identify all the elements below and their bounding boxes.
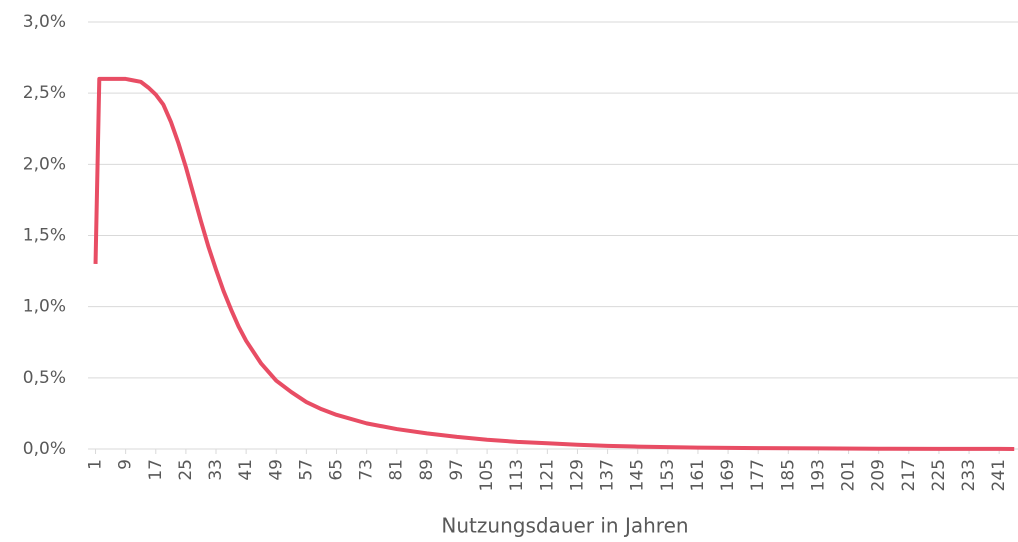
x-tick-label: 113 [507,459,527,491]
x-tick-label: 153 [658,459,678,491]
x-tick-label: 209 [869,459,889,491]
x-tick-label: 137 [598,459,618,491]
x-tick-label: 17 [146,459,166,481]
x-tick-label: 185 [778,459,798,491]
x-tick-label: 49 [266,459,286,481]
x-axis-title: Nutzungsdauer in Jahren [441,514,688,538]
x-tick-label: 177 [748,459,768,491]
x-tick-label: 217 [899,459,919,491]
x-tick-label: 161 [688,459,708,491]
x-tick-label: 65 [327,459,347,481]
x-tick-label: 201 [839,459,859,491]
y-tick-label: 2,0% [23,154,66,174]
y-tick-label: 0,5% [23,368,66,388]
x-tick-label: 129 [567,459,587,491]
x-tick-label: 241 [989,459,1009,491]
x-tick-label: 25 [176,459,196,481]
x-tick-label: 1 [86,459,106,470]
x-tick-label: 33 [206,459,226,481]
data-line [93,76,1015,451]
x-tick-label: 169 [718,459,738,491]
y-tick-label: 1,0% [23,297,66,317]
x-tick-label: 193 [808,459,828,491]
x-tick-label: 105 [477,459,497,491]
x-tick-label: 225 [929,459,949,491]
y-tick-label: 0,0% [23,439,66,459]
x-tick-label: 41 [236,459,256,481]
y-tick-label: 2,5% [23,83,66,103]
x-tick-label: 89 [417,459,437,481]
x-tick-label: 81 [387,459,407,481]
y-tick-label: 1,5% [23,226,66,246]
x-tick-label: 121 [537,459,557,491]
x-tick-label: 97 [447,459,467,481]
x-tick-label: 73 [357,459,377,481]
x-tick-label: 233 [959,459,979,491]
x-tick-label: 9 [116,459,136,470]
y-tick-label: 3,0% [23,12,66,32]
x-tick-label: 57 [296,459,316,481]
x-tick-label: 145 [628,459,648,491]
